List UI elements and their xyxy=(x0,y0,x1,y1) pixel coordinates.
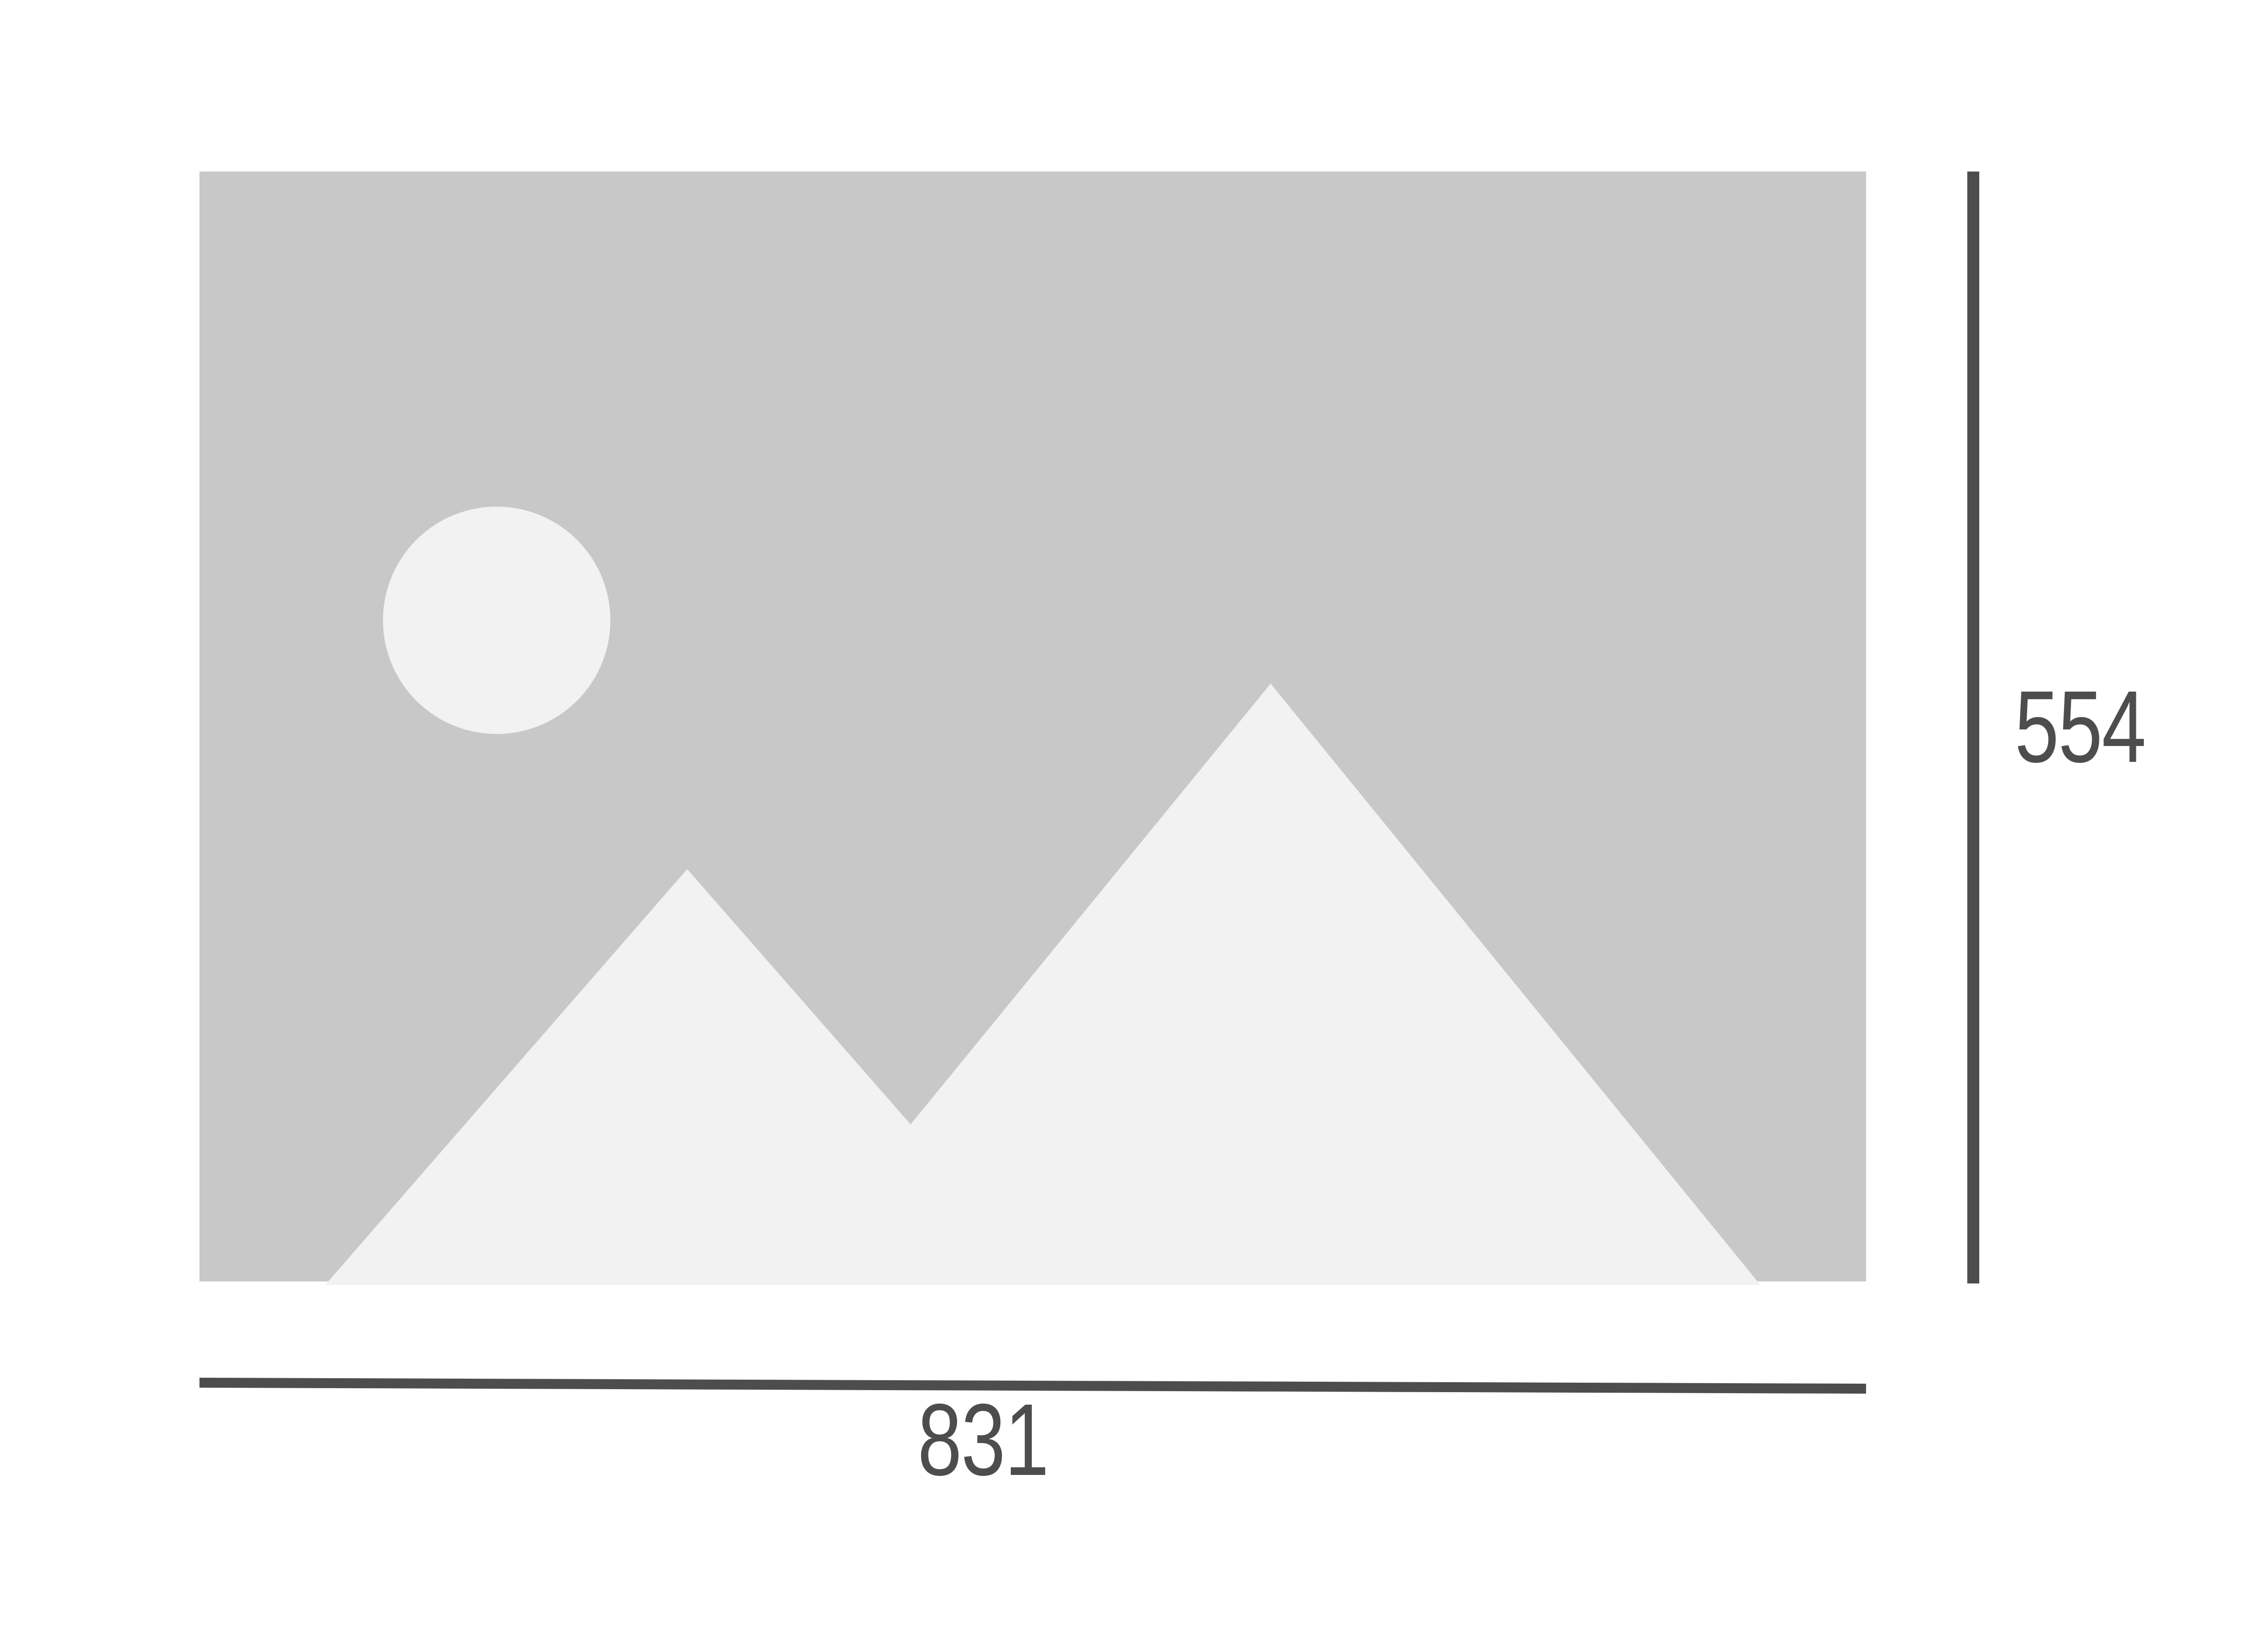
width-dimension-label: 831 xyxy=(918,1383,1049,1497)
height-dimension-label: 554 xyxy=(2015,670,2146,784)
mountains-icon xyxy=(325,684,1760,1285)
width-dimension-line xyxy=(199,1378,1867,1394)
sun-icon xyxy=(383,507,610,734)
